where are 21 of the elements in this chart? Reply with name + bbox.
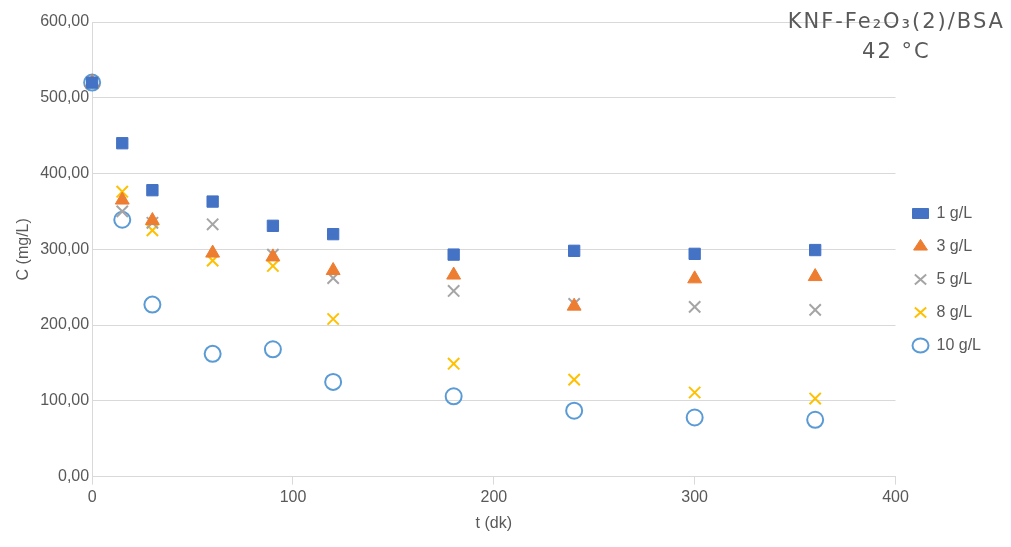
chart-title: KNF-Fe₂O₃(2)/BSA	[787, 8, 1005, 35]
text: 42 °C	[861, 38, 932, 65]
y-tick-label: 100,00	[40, 391, 90, 409]
x-axis-title: t (dk)	[475, 513, 513, 531]
x-tick-label: 0	[87, 487, 97, 505]
legend-label: 5 g/L	[936, 269, 973, 287]
x-tick-label: 200	[480, 487, 508, 505]
legend-label: 3 g/L	[936, 236, 973, 254]
y-tick-label: 400,00	[40, 163, 90, 181]
y-tick-label: 600,00	[40, 12, 90, 30]
x-tick-label: 100	[279, 487, 307, 505]
y-tick-label: 200,00	[40, 315, 90, 333]
y-tick-label: 500,00	[40, 88, 90, 106]
legend-label: 1 g/L	[936, 203, 973, 221]
y-tick-label: 300,00	[40, 239, 90, 257]
y-axis-title: C (mg/L)	[14, 218, 32, 281]
legend-label: 8 g/L	[936, 302, 973, 320]
y-tick-label: 0,00	[58, 467, 90, 485]
legend-label: 10 g/L	[936, 335, 982, 353]
x-tick-label: 300	[681, 487, 709, 505]
x-tick-label: 400	[882, 487, 909, 505]
